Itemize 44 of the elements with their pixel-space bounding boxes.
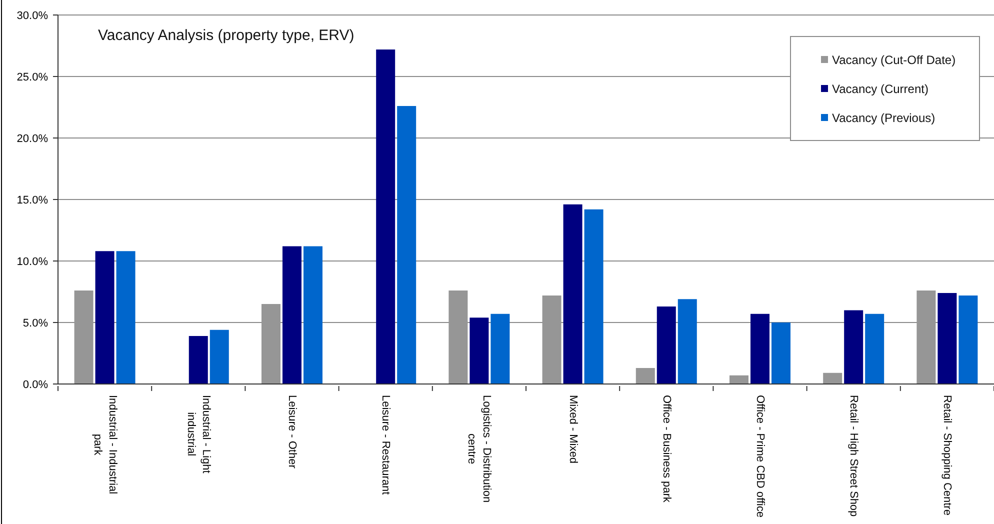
bar xyxy=(116,251,136,384)
x-tick-label: Leisure - Restaurant xyxy=(380,394,392,495)
bar xyxy=(95,251,114,384)
bar xyxy=(750,314,770,384)
bar xyxy=(376,49,396,384)
bar xyxy=(210,330,229,384)
bar xyxy=(282,246,302,384)
bar xyxy=(490,314,510,384)
bar xyxy=(636,368,655,384)
x-tick-label: Industrial - Industrial park xyxy=(91,395,118,494)
bar xyxy=(656,306,676,384)
bar xyxy=(470,318,489,384)
x-tick-label: Leisure - Other xyxy=(286,394,298,469)
bar xyxy=(303,246,322,384)
x-tick-label: Retail - High Street Shop xyxy=(848,395,860,517)
text: Vacancy Analysis (property type, ERV) xyxy=(98,27,354,44)
bar xyxy=(844,310,864,384)
bar xyxy=(584,209,604,384)
x-tick-label: Office - Prime CBD office xyxy=(754,394,766,518)
bar xyxy=(188,336,208,384)
x-tick-label: Mixed - Mixed xyxy=(566,394,579,464)
x-tick-label: Industrial - Light industrial xyxy=(184,395,212,474)
bar xyxy=(823,372,842,384)
bar xyxy=(397,106,416,384)
x-tick-label: Retail - Shopping Centre xyxy=(941,394,954,516)
y-tick-label: 15.0% xyxy=(16,194,48,206)
bar xyxy=(771,322,790,384)
legend-label: Vacancy (Previous) xyxy=(832,110,936,124)
bar xyxy=(865,314,884,384)
bar xyxy=(678,299,697,384)
bar xyxy=(729,375,748,384)
legend-label: Vacancy (Current) xyxy=(832,82,928,96)
x-tick-label: Logistics - Distribution centre xyxy=(466,395,493,503)
y-tick-label: 30.0% xyxy=(16,10,48,22)
bar xyxy=(563,204,582,384)
bar xyxy=(938,292,957,384)
legend-label: Vacancy (Cut-Off Date) xyxy=(832,52,956,66)
x-tick-label: Office - Business park xyxy=(660,394,672,503)
y-tick-label: 10.0% xyxy=(16,256,48,268)
y-tick-label: 25.0% xyxy=(16,71,48,84)
bar xyxy=(958,295,978,384)
y-tick-label: 5.0% xyxy=(22,317,48,330)
y-tick-label: 20.0% xyxy=(16,132,48,145)
y-tick-label: 0.0% xyxy=(22,378,48,391)
